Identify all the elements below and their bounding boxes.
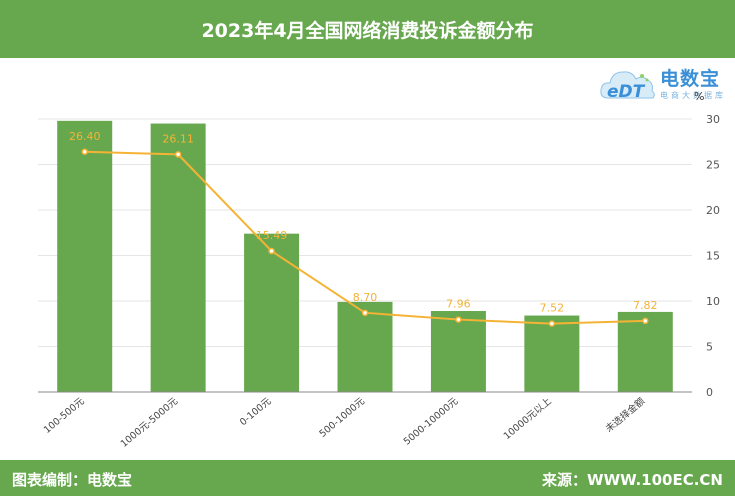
y-tick-label: 10 [706,295,720,308]
data-labels: 26.40 26.11 15.49 8.70 7.96 7.52 7.82 [69,130,658,315]
y-tick-label: 20 [706,204,720,217]
bar [617,311,673,392]
bar [430,311,486,392]
line-point [548,320,556,327]
x-tick-label: 未选择金额 [603,395,647,435]
data-label: 8.70 [353,291,378,304]
footer-source: 来源：WWW.100EC.CN [542,471,723,489]
line-point [174,151,182,158]
y-tick-label: 30 [706,113,720,126]
bar-series [57,120,673,393]
bar [524,315,580,392]
line-point [361,309,369,317]
line-point [455,316,462,323]
y-tick-label: 5 [706,341,713,354]
line-point [642,317,649,325]
y-unit-label: % [694,90,704,103]
data-label: 15.49 [256,229,288,242]
x-tick-label: 10000元以上 [502,396,554,442]
x-tick-label: 0-100元 [238,396,274,429]
logo-mark-text: eDT [607,82,646,102]
data-label: 26.11 [162,132,194,145]
x-tick-labels: 100-500元 1000元-5000元 0-100元 500-1000元 5000-1… [42,395,648,450]
bar [57,120,113,392]
y-tick-label: 15 [706,250,720,263]
x-tick-label: 100-500元 [42,396,87,436]
data-label: 7.82 [633,299,658,312]
footer-credit: 图表编制：电数宝 [12,471,133,489]
chart-area: 26.40 26.11 15.49 8.70 7.96 7.52 7.82 100-500元… [38,90,720,450]
line-points [81,148,649,327]
data-label: 7.96 [446,298,471,311]
bar [244,233,300,392]
x-tick-label: 1000元-5000元 [119,396,181,450]
brand-logo: eDT 电数宝 电商大数据库 [598,60,728,108]
line-point [81,148,88,156]
y-tick-label: 25 [706,159,720,172]
x-tick-label: 500-1000元 [318,396,368,440]
footer-bar: 图表编制：电数宝 来源：WWW.100EC.CN [0,460,735,496]
data-label: 26.40 [69,130,101,143]
bar [150,123,206,393]
chart-title: 2023年4月全国网络消费投诉金额分布 [201,19,534,42]
x-tick-label: 5000-10000元 [402,396,461,448]
y-tick-labels: 0 5 10 15 20 25 30 [706,113,720,399]
bar [337,301,393,392]
logo-subtitle: 电商大数据库 [660,91,726,100]
logo-brand: 电数宝 [660,68,721,90]
y-tick-label: 0 [706,386,713,399]
cloud-logo-icon: eDT [600,71,655,102]
line-point [268,247,275,255]
chart-title-bar: 2023年4月全国网络消费投诉金额分布 [0,0,735,58]
data-label: 7.52 [540,302,565,315]
